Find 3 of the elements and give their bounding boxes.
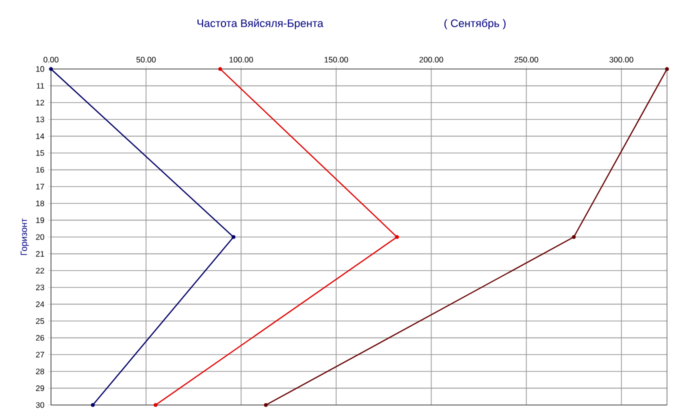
chart-title: Частота Вяйсяля-Брента — [198, 18, 324, 30]
y-axis-title: Горизонт — [20, 218, 29, 255]
chart-subtitle: ( Сентябрь ) — [444, 18, 506, 30]
